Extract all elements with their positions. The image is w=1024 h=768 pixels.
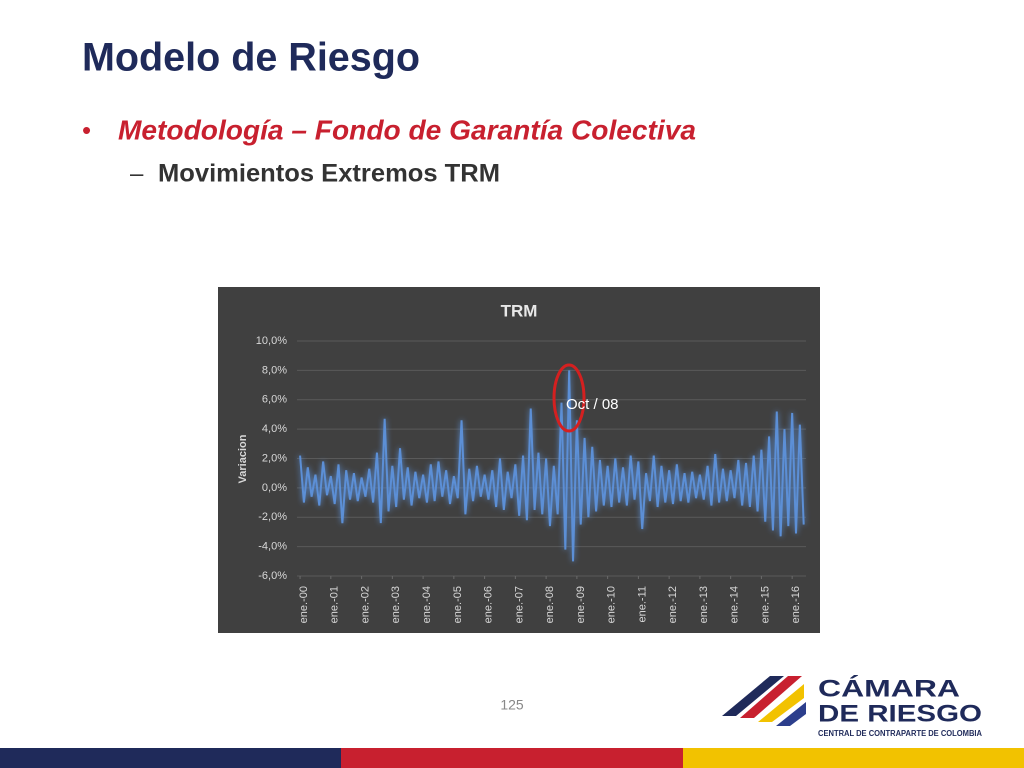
sub-bullet-dash: – bbox=[130, 160, 144, 187]
x-tick-label: ene.-14 bbox=[729, 586, 741, 623]
footer-band bbox=[341, 748, 683, 768]
y-axis-label: Variacion bbox=[237, 434, 249, 483]
logo-stripe bbox=[722, 676, 784, 716]
footer-band bbox=[0, 748, 341, 768]
x-tick-label: ene.-04 bbox=[421, 586, 433, 623]
y-tick-label: -2,0% bbox=[258, 511, 287, 523]
chart-title: TRM bbox=[501, 301, 538, 320]
chart-background bbox=[218, 287, 820, 633]
y-tick-label: -4,0% bbox=[258, 541, 287, 553]
x-tick-label: ene.-16 bbox=[790, 586, 802, 623]
x-tick-label: ene.-13 bbox=[698, 586, 710, 623]
logo-stripe bbox=[740, 676, 802, 718]
plot-area: -6,0% -4,0% -2,0% 0,0% 2,0% 4,0% 6,0% 8,0% 10,0%… bbox=[256, 335, 806, 623]
y-tick-label: 8,0% bbox=[262, 364, 287, 376]
chart: TRM Variacion -6,0% -4,0% -2,0% 0,0% 2,0% 4,0… bbox=[218, 287, 820, 633]
x-tick-label: ene.-05 bbox=[452, 586, 464, 623]
x-tick-label: ene.-12 bbox=[667, 586, 679, 623]
page-number: 125 bbox=[500, 697, 524, 713]
y-tick-label: 10,0% bbox=[256, 335, 287, 347]
x-tick-label: ene.-07 bbox=[513, 586, 525, 623]
y-tick-label: 2,0% bbox=[262, 452, 287, 464]
annotation: Oct / 08 bbox=[566, 396, 619, 413]
x-tick-label: ene.-06 bbox=[483, 586, 495, 623]
x-tick-label: ene.-11 bbox=[636, 586, 648, 623]
x-tick-label: ene.-00 bbox=[298, 586, 310, 623]
footer-band bbox=[683, 748, 1024, 768]
logo-stripe bbox=[758, 684, 804, 722]
logo-tagline: CENTRAL DE CONTRAPARTE DE COLOMBIA bbox=[818, 729, 982, 738]
x-tick-label: ene.-10 bbox=[606, 586, 618, 623]
logo-stripe bbox=[776, 702, 806, 726]
bullet: Metodología – Fondo de Garantía Colectiv… bbox=[118, 114, 696, 145]
y-tick-label: 6,0% bbox=[262, 394, 287, 406]
x-tick-label: ene.-03 bbox=[390, 586, 402, 623]
x-tick-label: ene.-02 bbox=[359, 586, 371, 623]
x-tick-label: ene.-15 bbox=[759, 586, 771, 623]
highlight-circle bbox=[552, 363, 586, 433]
logo-line2: DE RIESGO bbox=[818, 700, 982, 727]
sub-bullet: Movimientos Extremos TRM bbox=[158, 160, 500, 188]
x-tick-label: ene.-08 bbox=[544, 586, 556, 623]
x-tick-label: ene.-01 bbox=[329, 586, 341, 623]
bullet-dot: • bbox=[82, 115, 91, 145]
logo: CÁMARA DE RIESGO CENTRAL DE CONTRAPARTE … bbox=[722, 674, 982, 738]
x-tick-label: ene.-09 bbox=[575, 586, 587, 623]
y-tick-label: -6,0% bbox=[258, 570, 287, 582]
slide-title: Modelo de Riesgo bbox=[82, 36, 420, 80]
logo-line1: CÁMARA bbox=[818, 674, 960, 702]
y-tick-label: 0,0% bbox=[262, 482, 287, 494]
y-tick-label: 4,0% bbox=[262, 423, 287, 435]
series-line bbox=[299, 370, 805, 562]
